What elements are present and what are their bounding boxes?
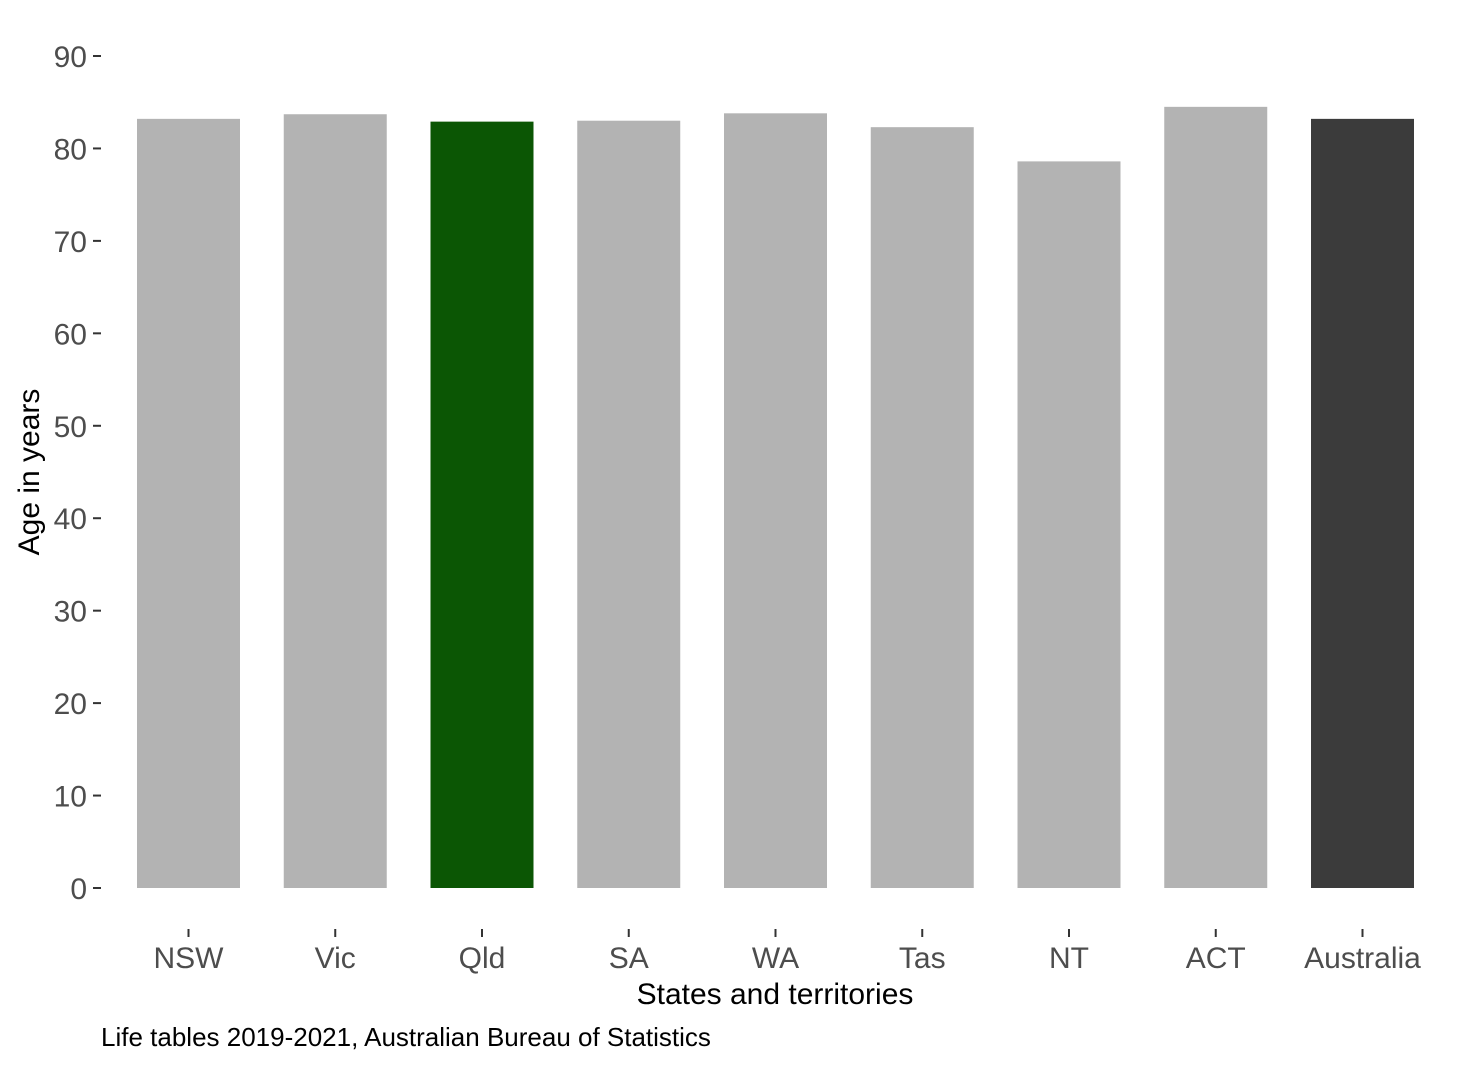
- y-tick-label: 50: [54, 411, 87, 444]
- x-tick-label: SA: [609, 942, 649, 975]
- x-tick-label: NT: [1049, 942, 1089, 975]
- x-tick-label: WA: [752, 942, 799, 975]
- bar-sa: [577, 120, 681, 888]
- bars: [137, 106, 1414, 889]
- x-axis-title: States and territories: [637, 978, 914, 1011]
- bar-nsw: [137, 118, 240, 888]
- y-axis: 0 10 20 30 40 50 60 70 80 90: [54, 41, 101, 906]
- y-tick-label: 60: [54, 318, 87, 351]
- y-tick-label: 30: [54, 596, 87, 629]
- bar-vic: [283, 114, 387, 889]
- y-tick-label: 90: [54, 41, 87, 74]
- y-tick-label: 80: [54, 133, 87, 166]
- x-axis: NSW Vic Qld SA WA Tas NT ACT Australia: [154, 929, 1421, 975]
- x-tick-label: Vic: [315, 942, 356, 975]
- x-tick-label: Tas: [899, 942, 946, 975]
- bar-tas: [870, 127, 974, 888]
- x-tick-label: Australia: [1304, 942, 1421, 975]
- x-tick-label: ACT: [1186, 942, 1246, 975]
- y-tick-label: 20: [54, 688, 87, 721]
- y-axis-title: Age in years: [13, 389, 46, 556]
- bar-nt: [1017, 161, 1121, 889]
- x-tick-label: NSW: [154, 942, 225, 975]
- bar-qld: [430, 121, 534, 888]
- bar-act: [1164, 106, 1268, 889]
- y-tick-label: 40: [54, 503, 87, 536]
- source-caption: Life tables 2019-2021, Australian Bureau…: [101, 1022, 711, 1052]
- bar-wa: [724, 113, 827, 888]
- y-tick-label: 0: [70, 873, 87, 906]
- bar-australia: [1311, 118, 1414, 888]
- x-tick-label: Qld: [459, 942, 506, 975]
- y-tick-label: 10: [54, 781, 87, 814]
- y-tick-label: 70: [54, 226, 87, 259]
